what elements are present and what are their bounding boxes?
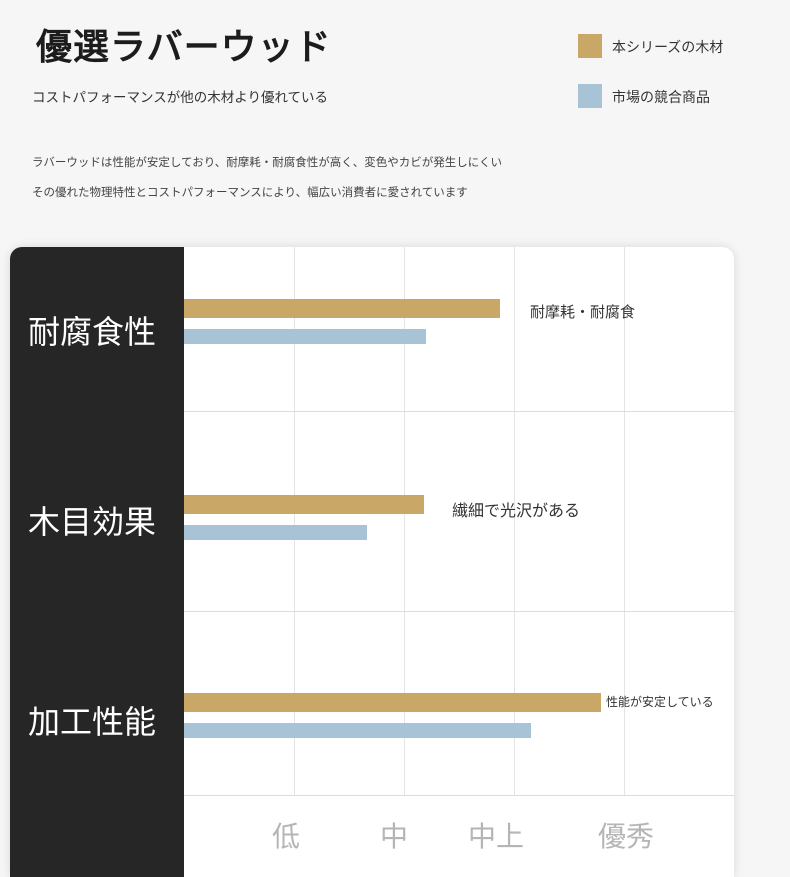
bar-1-series-2 [184, 329, 426, 344]
category-label-grain: 木目効果 [28, 503, 157, 541]
grid-line-3 [514, 247, 515, 795]
bar-3-series-2 [184, 723, 531, 738]
chart-card: 耐腐食性 木目効果 加工性能 耐摩耗・耐腐食繊細で光沢がある性能が安定している低… [10, 247, 734, 877]
x-tick-label-1: 低 [272, 820, 301, 853]
row-separator-3 [184, 795, 734, 796]
page-title: 優選ラバーウッド [36, 27, 332, 68]
x-tick-label-3: 中上 [468, 820, 525, 853]
description-line-2: その優れた物理特性とコストパフォーマンスにより、幅広い消費者に愛されています [32, 185, 468, 199]
legend-label-series-2: 市場の競合商品 [612, 90, 710, 106]
row-separator-2 [184, 611, 734, 612]
category-label-processing: 加工性能 [28, 703, 157, 741]
bar-3-series-1 [184, 693, 601, 712]
bar-annotation-1: 耐摩耗・耐腐食 [530, 303, 636, 321]
grid-line-2 [404, 247, 405, 795]
chart-plot-area: 耐摩耗・耐腐食繊細で光沢がある性能が安定している低 中 中上 優秀 [184, 247, 734, 877]
row-separator-1 [184, 411, 734, 412]
x-tick-label-4: 優秀 [598, 820, 655, 853]
grid-line-1 [294, 247, 295, 795]
bar-1-series-1 [184, 299, 500, 318]
category-sidebar: 耐腐食性 木目効果 加工性能 [10, 247, 184, 877]
page-subtitle: コストパフォーマンスが他の木材より優れている [32, 90, 329, 106]
legend-swatch-series-2 [578, 84, 602, 108]
grid-line-4 [624, 247, 625, 795]
legend-label-series-1: 本シリーズの木材 [612, 40, 724, 56]
category-label-corrosion: 耐腐食性 [28, 313, 157, 351]
bar-annotation-3: 性能が安定している [606, 695, 714, 709]
x-tick-label-2: 中 [380, 820, 409, 853]
legend-swatch-series-1 [578, 34, 602, 58]
description-line-1: ラバーウッドは性能が安定しており、耐摩耗・耐腐食性が高く、変色やカビが発生しにく… [32, 155, 502, 169]
bar-annotation-2: 繊細で光沢がある [452, 501, 581, 520]
bar-2-series-2 [184, 525, 367, 540]
bar-2-series-1 [184, 495, 424, 514]
